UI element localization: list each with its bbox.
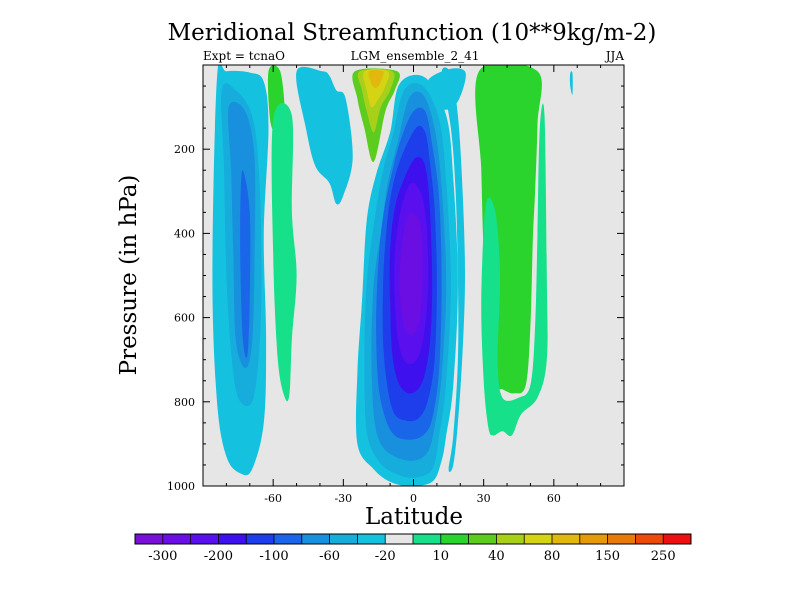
colorbar-label: -300 [148,549,177,564]
y-tick-label: 800 [174,396,195,409]
colorbar-swatch [413,534,442,544]
y-tick-label: 200 [174,143,195,156]
colorbar-swatch [496,534,525,544]
colorbar-swatch [135,534,164,544]
colorbar-swatch [552,534,581,544]
colorbar-swatch [579,534,608,544]
x-tick-label: 0 [410,492,417,505]
contour-south-cell-core [240,170,251,358]
y-axis-label: Pressure (in hPa) [116,175,142,376]
y-tick-label: 1000 [167,480,195,493]
colorbar-label: -100 [259,549,288,564]
contour-upper-left-blue [296,66,353,205]
contour-far-north-speck [569,71,573,95]
colorbar-swatch [218,534,247,544]
colorbar-swatch [468,534,497,544]
colorbar-label: 250 [651,549,676,564]
colorbar-swatch [274,534,303,544]
x-tick-label: 30 [477,492,491,505]
colorbar-label: -200 [204,549,233,564]
colorbar-swatch [246,534,275,544]
y-tick-label: 600 [174,312,195,325]
colorbar-swatch [301,534,330,544]
contour-layer [212,65,573,486]
colorbar-swatch [635,534,664,544]
x-axis-label: Latitude [365,504,463,530]
colorbar-swatch [524,534,553,544]
contour-tropical-orange [368,69,384,89]
colorbar-swatch [190,534,219,544]
colorbar-label: 40 [488,549,505,564]
experiment-label: Expt = tcnaO [203,49,285,63]
tick-layer: -60 -30 0 30 60 200 400 600 800 1000 [167,65,624,505]
chart-title: Meridional Streamfunction (10**9kg/m-2) [168,20,657,46]
colorbar: -300 -200 -100 -60 -20 10 40 80 150 250 [134,533,692,564]
x-tick-label: -30 [334,492,352,505]
x-tick-label: -60 [264,492,282,505]
colorbar-label: -60 [319,549,340,564]
contour-main-cell-core [399,212,423,336]
colorbar-swatch [663,534,692,544]
colorbar-swatch [607,534,636,544]
colorbar-label: -20 [375,549,396,564]
colorbar-label: 10 [433,549,450,564]
colorbar-swatch [357,534,386,544]
colorbar-swatch [385,534,414,544]
ensemble-label: LGM_ensemble_2_41 [351,49,480,63]
x-tick-label: 60 [547,492,561,505]
y-tick-label: 400 [174,227,195,240]
contour-north-tropical-blue [441,67,465,473]
contour-north-teal-band [481,103,548,437]
colorbar-frame [134,533,692,545]
colorbar-label: 150 [595,549,620,564]
contour-south-teal-band [271,103,297,402]
season-label: JJA [604,49,625,63]
colorbar-swatch [440,534,469,544]
plot-area: -60 -30 0 30 60 200 400 600 800 1000 [167,64,625,505]
colorbar-label: 80 [544,549,561,564]
colorbar-swatch [162,534,191,544]
colorbar-swatch [329,534,358,544]
